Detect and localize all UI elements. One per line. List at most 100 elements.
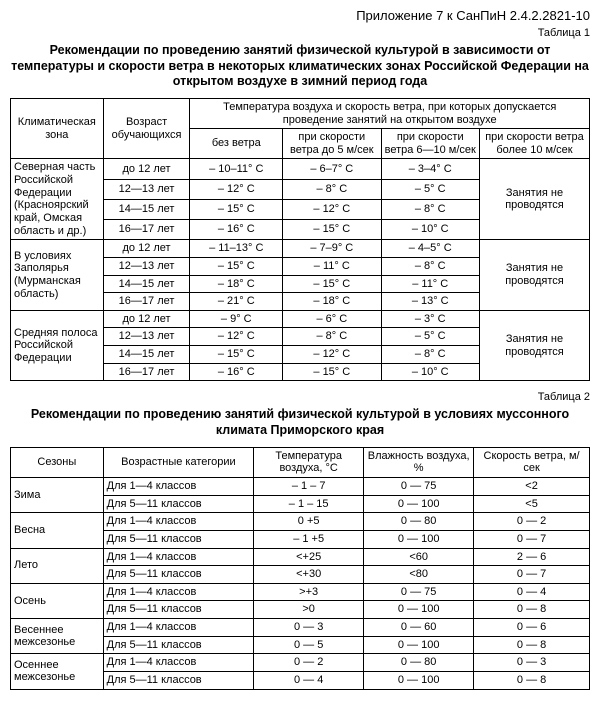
t1-h-col3: при скорости ветра 6—10 м/сек — [381, 129, 479, 159]
t2-cell: 2 — 6 — [474, 548, 590, 566]
t2-cell: 0 — 3 — [254, 619, 364, 637]
t2-cell: 0 — 6 — [474, 619, 590, 637]
t2-cell: 0 — 100 — [364, 671, 474, 689]
t1-cell: – 16° С — [190, 363, 283, 381]
t2-season-cell: Лето — [11, 548, 104, 583]
t2-h-temp: Температура воздуха, °С — [254, 447, 364, 477]
t1-cell: 16—17 лет — [103, 293, 190, 311]
t2-cell: Для 5—11 классов — [103, 530, 254, 548]
t1-cell: 14—15 лет — [103, 346, 190, 364]
t1-noclass-cell: Занятия не проводятся — [479, 159, 589, 240]
t2-cell: Для 1—4 классов — [103, 654, 254, 672]
t2-cell: Для 5—11 классов — [103, 495, 254, 513]
t2-cell: 0 — 2 — [254, 654, 364, 672]
t2-season-cell: Весна — [11, 513, 104, 548]
t2-cell: 0 — 100 — [364, 636, 474, 654]
t1-cell: – 18° С — [283, 293, 381, 311]
t1-cell: – 6–7° С — [283, 159, 381, 179]
t2-cell: Для 5—11 классов — [103, 636, 254, 654]
t2-cell: Для 1—4 классов — [103, 583, 254, 601]
t1-cell: – 16° С — [190, 220, 283, 240]
t1-cell: – 3–4° С — [381, 159, 479, 179]
t2-cell: 0 — 75 — [364, 477, 474, 495]
t2-h-hum: Влажность воздуха, % — [364, 447, 474, 477]
table1-label: Таблица 1 — [10, 27, 590, 39]
t1-noclass-cell: Занятия не проводятся — [479, 240, 589, 311]
t1-cell: до 12 лет — [103, 159, 190, 179]
t1-cell: 14—15 лет — [103, 275, 190, 293]
t2-cell: Для 1—4 классов — [103, 548, 254, 566]
t1-cell: – 11° С — [381, 275, 479, 293]
t2-cell: 0 — 3 — [474, 654, 590, 672]
t1-cell: 16—17 лет — [103, 363, 190, 381]
t1-cell: – 15° С — [190, 346, 283, 364]
t2-season-cell: Весеннее межсезонье — [11, 619, 104, 654]
t1-cell: – 10° С — [381, 363, 479, 381]
t1-cell: – 8° С — [283, 179, 381, 199]
t2-cell: <2 — [474, 477, 590, 495]
t1-h-col4: при скорости ветра более 10 м/сек — [479, 129, 589, 159]
t1-cell: – 4–5° С — [381, 240, 479, 258]
t2-cell: 0 — 2 — [474, 513, 590, 531]
t2-cell: <80 — [364, 566, 474, 584]
t1-cell: – 8° С — [283, 328, 381, 346]
t1-cell: – 15° С — [283, 275, 381, 293]
t1-cell: – 8° С — [381, 199, 479, 219]
t2-season-cell: Осень — [11, 583, 104, 618]
t2-cell: 0 — 80 — [364, 654, 474, 672]
t2-cell: 0 — 60 — [364, 619, 474, 637]
t2-cell: >+3 — [254, 583, 364, 601]
t1-cell: – 8° С — [381, 257, 479, 275]
t1-noclass-cell: Занятия не проводятся — [479, 310, 589, 381]
t2-cell: Для 1—4 классов — [103, 513, 254, 531]
t1-cell: 12—13 лет — [103, 328, 190, 346]
t2-h-season: Сезоны — [11, 447, 104, 477]
t2-cell: Для 5—11 классов — [103, 601, 254, 619]
table2-title: Рекомендации по проведению занятий физич… — [10, 407, 590, 438]
t2-cell: – 1 +5 — [254, 530, 364, 548]
t2-cell: 0 — 7 — [474, 530, 590, 548]
t2-cell: 0 — 75 — [364, 583, 474, 601]
t2-cell: 0 — 100 — [364, 495, 474, 513]
t1-cell: – 11–13° С — [190, 240, 283, 258]
t2-cell: – 1 – 7 — [254, 477, 364, 495]
t2-cell: Для 1—4 классов — [103, 477, 254, 495]
t2-cell: 0 — 100 — [364, 601, 474, 619]
t1-cell: – 8° С — [381, 346, 479, 364]
table2: Сезоны Возрастные категории Температура … — [10, 447, 590, 690]
t1-cell: – 5° С — [381, 328, 479, 346]
t1-cell: – 15° С — [283, 363, 381, 381]
table2-label: Таблица 2 — [10, 391, 590, 403]
t2-cell: <60 — [364, 548, 474, 566]
t2-cell: 0 — 8 — [474, 671, 590, 689]
t2-cell: Для 1—4 классов — [103, 619, 254, 637]
t1-zone-cell: Северная часть Российской Федерации (Кра… — [11, 159, 104, 240]
t1-cell: 16—17 лет — [103, 220, 190, 240]
t1-cell: – 21° С — [190, 293, 283, 311]
t2-cell: >0 — [254, 601, 364, 619]
t2-cell: 0 — 7 — [474, 566, 590, 584]
t1-cell: – 9° С — [190, 310, 283, 328]
doc-header: Приложение 7 к СанПиН 2.4.2.2821-10 — [10, 8, 590, 23]
t1-cell: до 12 лет — [103, 240, 190, 258]
t1-cell: – 6° С — [283, 310, 381, 328]
t1-cell: – 12° С — [190, 179, 283, 199]
t1-cell: – 3° С — [381, 310, 479, 328]
t1-h-col1: без ветра — [190, 129, 283, 159]
t2-cell: 0 — 100 — [364, 530, 474, 548]
t2-cell: <5 — [474, 495, 590, 513]
t1-cell: – 15° С — [283, 220, 381, 240]
t2-cell: 0 +5 — [254, 513, 364, 531]
t2-h-wind: Скорость ветра, м/сек — [474, 447, 590, 477]
t1-cell: – 12° С — [283, 199, 381, 219]
t2-cell: 0 — 8 — [474, 601, 590, 619]
t2-season-cell: Зима — [11, 477, 104, 512]
t2-cell: <+25 — [254, 548, 364, 566]
t1-cell: 12—13 лет — [103, 179, 190, 199]
table1: Климатическая зона Возраст обучающихся Т… — [10, 98, 590, 382]
t1-cell: – 13° С — [381, 293, 479, 311]
t2-cell: 0 — 80 — [364, 513, 474, 531]
t1-h-temp-group: Температура воздуха и скорость ветра, пр… — [190, 98, 590, 128]
t1-zone-cell: В условиях Заполярья (Мурманская область… — [11, 240, 104, 311]
t1-cell: – 15° С — [190, 257, 283, 275]
